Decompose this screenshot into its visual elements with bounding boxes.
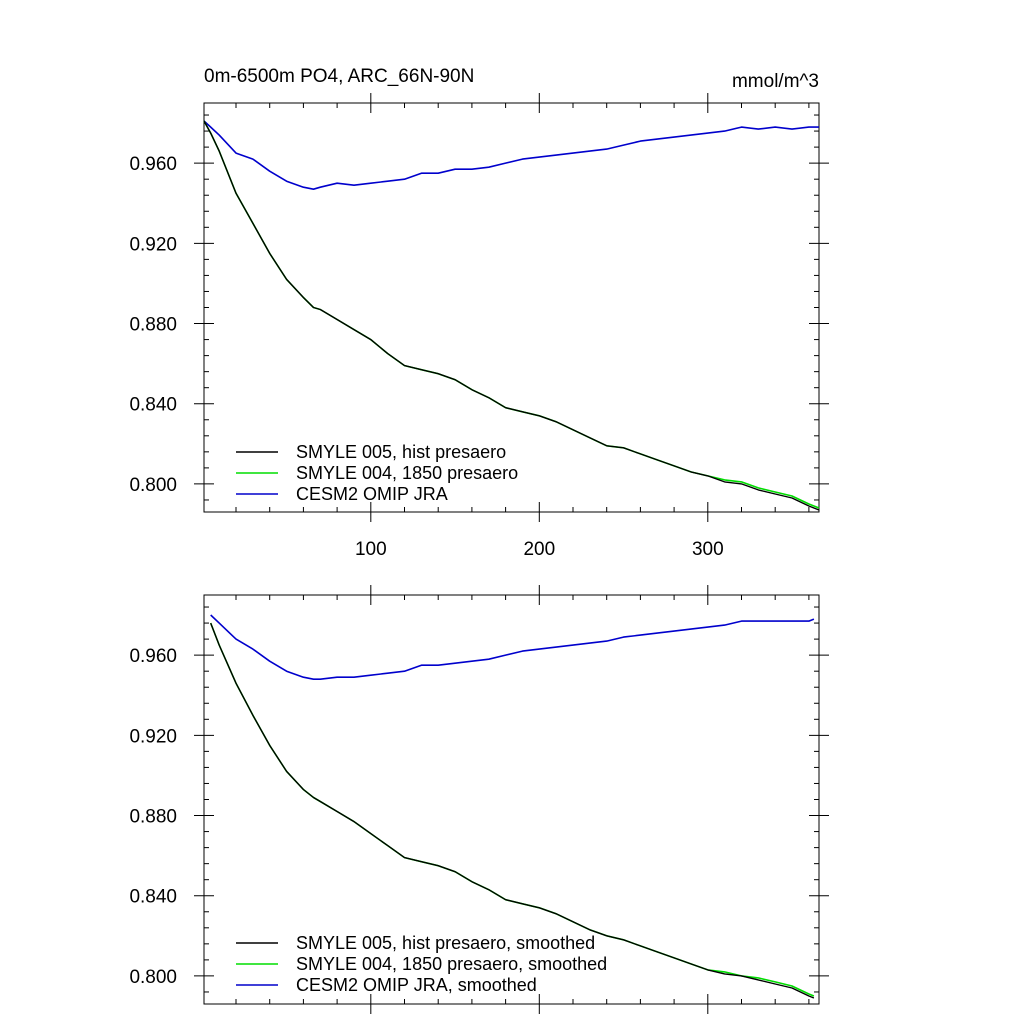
y-tick-label: 0.880 — [129, 807, 177, 828]
legend-label: CESM2 OMIP JRA, smoothed — [296, 975, 537, 995]
legend-label: SMYLE 005, hist presaero — [296, 442, 506, 462]
chart-title: 0m-6500m PO4, ARC_66N-90N — [204, 66, 474, 87]
y-tick-label: 0.960 — [129, 154, 177, 175]
legend-label: CESM2 OMIP JRA — [296, 484, 448, 504]
y-tick-label: 0.920 — [129, 234, 177, 255]
series-line-3 — [203, 120, 819, 190]
y-tick-label: 0.880 — [129, 315, 177, 336]
x-tick-label: 300 — [692, 539, 724, 560]
y-tick-label: 0.800 — [129, 475, 177, 496]
series-line-3 — [210, 614, 815, 680]
x-tick-label: 200 — [523, 539, 555, 560]
legend-label: SMYLE 005, hist presaero, smoothed — [296, 933, 595, 953]
legend-label: SMYLE 004, 1850 presaero — [296, 463, 518, 483]
y-tick-label: 0.840 — [129, 395, 177, 416]
y-tick-label: 0.960 — [129, 646, 177, 667]
panel-2: 0.800 0.840 0.880 0.920 0.960 SMYLE 005, hist… — [129, 585, 829, 1014]
units-label: mmol/m^3 — [732, 71, 819, 92]
y-tick-label: 0.840 — [129, 887, 177, 908]
y-tick-label: 0.920 — [129, 726, 177, 747]
x-tick-label: 100 — [355, 539, 387, 560]
series-line-1 — [203, 120, 820, 511]
panel-1: 100 200 300 0.800 0.840 0.880 0.920 0.960 0m-650… — [129, 66, 829, 560]
series-line-1 — [210, 622, 815, 999]
y-tick-label: 0.800 — [129, 967, 177, 988]
legend-label: SMYLE 004, 1850 presaero, smoothed — [296, 954, 607, 974]
